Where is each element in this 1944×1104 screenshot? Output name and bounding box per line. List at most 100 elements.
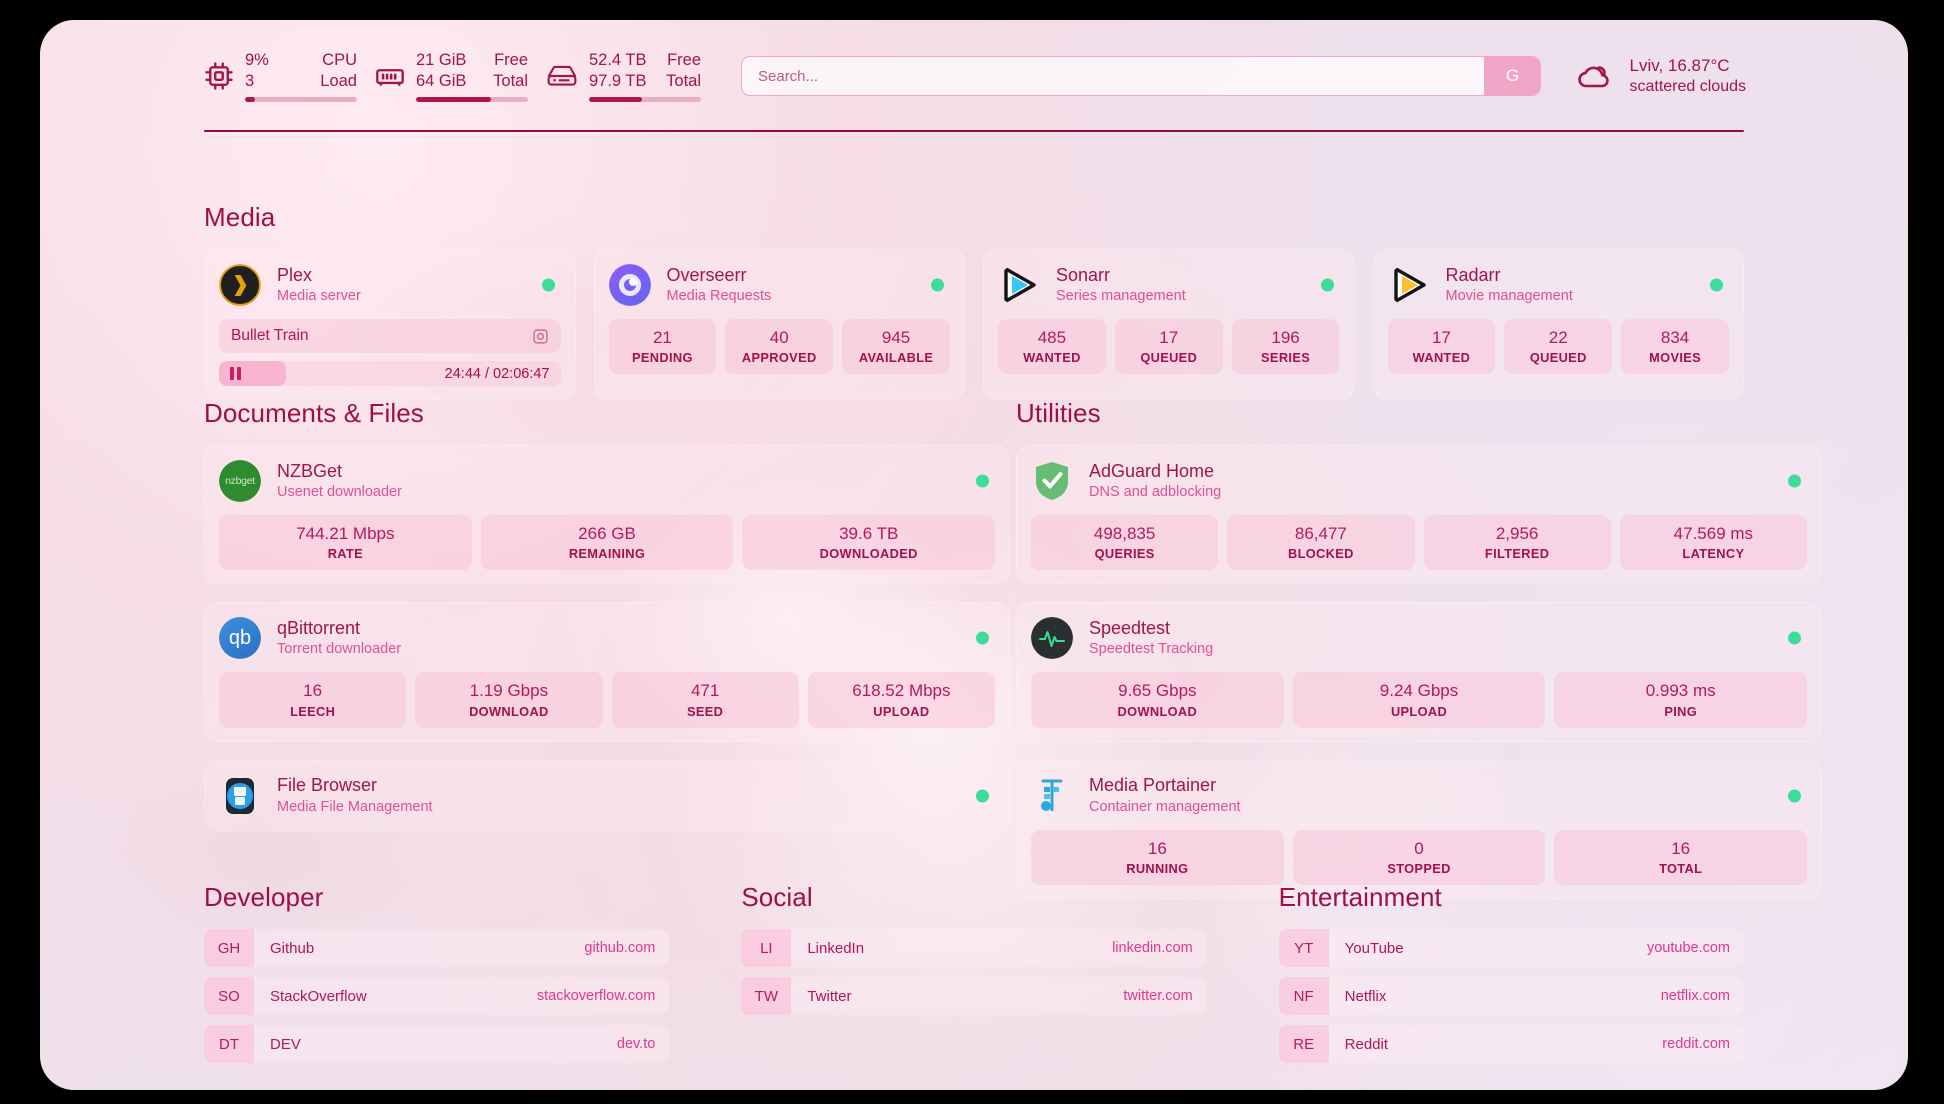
service-card-header: nzbget NZBGet Usenet downloader	[219, 460, 995, 502]
search-submit-button[interactable]: G	[1484, 57, 1541, 95]
service-card-header: Sonarr Series management	[998, 264, 1340, 306]
stat-value: 40	[769, 328, 789, 347]
stat-tile: 39.6 TB DOWNLOADED	[742, 515, 996, 571]
section-title-utilities: Utilities	[1016, 398, 1101, 428]
bookmark-item[interactable]: LI LinkedIn linkedin.com	[741, 929, 1207, 967]
stat-tile: 21 PENDING	[608, 319, 717, 375]
bookmark-group-title: Entertainment	[1278, 882, 1442, 912]
service-description: Media File Management	[277, 798, 433, 815]
status-indicator-dot	[976, 789, 989, 802]
resource-progress-bar	[245, 96, 357, 102]
stat-label: RUNNING	[1126, 860, 1189, 876]
service-card-header: Media Portainer Container management	[1031, 775, 1807, 817]
bookmark-list: GH Github github.com SO StackOverflow st…	[204, 929, 670, 1063]
bookmark-item[interactable]: DT DEV dev.to	[204, 1025, 670, 1063]
service-card[interactable]: nzbget NZBGet Usenet downloader 744.21 M…	[204, 445, 1010, 585]
stat-label: QUEUED	[1529, 350, 1587, 366]
stat-label: UPLOAD	[1390, 703, 1448, 719]
stat-tile: 2,956 FILTERED	[1423, 515, 1611, 571]
service-name: Radarr	[1445, 264, 1501, 285]
bookmark-url: github.com	[584, 940, 656, 956]
adguard-icon	[1031, 460, 1073, 502]
stat-label: PENDING	[632, 350, 693, 366]
stat-tile: 9.24 Gbps UPLOAD	[1292, 672, 1546, 728]
service-name: Overseerr	[666, 264, 747, 285]
bookmark-url: twitter.com	[1123, 988, 1193, 1004]
service-card[interactable]: Radarr Movie management 17 WANTED 22 QUE…	[1372, 249, 1744, 400]
service-card[interactable]: Overseerr Media Requests 21 PENDING 40 A…	[593, 249, 965, 400]
plex-icon	[219, 264, 261, 306]
utilities-section: Utilities AdGuard Home DNS and adblockin…	[1016, 398, 1822, 899]
bookmark-item[interactable]: SO StackOverflow stackoverflow.com	[204, 977, 670, 1015]
section-title-documents: Documents & Files	[204, 398, 424, 428]
utilities-card-list: AdGuard Home DNS and adblocking 498,835 …	[1016, 445, 1822, 899]
stat-tile: 945 AVAILABLE	[842, 319, 950, 375]
playback-time: 24:44 / 02:06:47	[444, 365, 550, 382]
stat-label: WANTED	[1023, 350, 1081, 366]
stat-tile: 485 WANTED	[998, 319, 1106, 375]
service-stats: 16 LEECH 1.19 Gbps DOWNLOAD 471 SEED 618…	[219, 672, 995, 728]
header-divider	[204, 130, 1744, 133]
bookmark-item[interactable]: GH Github github.com	[204, 929, 670, 967]
sonarr-icon	[998, 264, 1040, 306]
bookmark-abbr: YT	[1278, 929, 1329, 967]
stat-tile: 0 STOPPED	[1292, 829, 1546, 885]
resource-label-bottom: Total	[493, 72, 528, 90]
service-card-header: Speedtest Speedtest Tracking	[1031, 617, 1807, 660]
pause-icon[interactable]	[230, 367, 241, 380]
service-card-header: Radarr Movie management	[1388, 264, 1730, 306]
dashboard-window: 9% 3 CPU Load 21 GiB 64 GiB Free	[40, 20, 1908, 1090]
stat-label: WANTED	[1412, 350, 1471, 366]
service-name: AdGuard Home	[1089, 460, 1215, 481]
service-stats: 21 PENDING 40 APPROVED 945 AVAILABLE	[608, 319, 951, 375]
service-card[interactable]: AdGuard Home DNS and adblocking 498,835 …	[1016, 445, 1822, 585]
service-name: File Browser	[277, 775, 378, 795]
stat-tile: 17 QUEUED	[1114, 319, 1223, 375]
bookmark-abbr: LI	[741, 929, 792, 967]
service-card[interactable]: qb qBittorrent Torrent downloader 16 LEE…	[204, 602, 1010, 742]
service-description: Media Requests	[666, 288, 772, 305]
bookmark-url: reddit.com	[1662, 1036, 1730, 1052]
cpu-icon	[204, 61, 234, 91]
bookmark-item[interactable]: TW Twitter twitter.com	[741, 977, 1207, 1015]
bookmark-group-title: Developer	[204, 882, 324, 912]
service-card-header: Plex Media server	[219, 264, 561, 306]
stat-value: 2,956	[1495, 524, 1539, 543]
stat-label: REMAINING	[568, 546, 646, 562]
service-description: Speedtest Tracking	[1089, 641, 1214, 658]
bookmark-url: netflix.com	[1660, 988, 1730, 1004]
bookmark-item[interactable]: NF Netflix netflix.com	[1278, 977, 1744, 1015]
service-card[interactable]: File Browser Media File Management	[204, 759, 1010, 831]
stat-label: DOWNLOAD	[469, 703, 549, 719]
service-description: Movie management	[1445, 288, 1573, 305]
resource-label-bottom: Load	[320, 72, 357, 90]
service-card[interactable]: Speedtest Speedtest Tracking 9.65 Gbps D…	[1016, 602, 1822, 742]
search-input[interactable]	[742, 57, 1485, 95]
stat-label: TOTAL	[1659, 860, 1703, 876]
resource-value-top: 9%	[245, 51, 269, 70]
stat-value: 196	[1271, 328, 1300, 347]
playback-progress-bar[interactable]: 24:44 / 02:06:47	[219, 361, 561, 386]
resource-label-top: Free	[494, 51, 528, 70]
service-card[interactable]: Media Portainer Container management 16 …	[1016, 759, 1822, 899]
service-card[interactable]: Plex Media server Bullet Train 24:44 / 0…	[204, 249, 576, 400]
search-bar[interactable]: G	[741, 56, 1542, 96]
stat-label: RATE	[327, 546, 363, 562]
service-card[interactable]: Sonarr Series management 485 WANTED 17 Q…	[983, 249, 1355, 400]
bookmark-url: youtube.com	[1646, 940, 1730, 956]
stat-label: AVAILABLE	[858, 350, 934, 366]
speedtest-icon	[1031, 617, 1073, 660]
stat-label: MOVIES	[1649, 350, 1702, 366]
resource-value-bottom: 3	[245, 72, 255, 90]
disk-icon	[546, 63, 578, 89]
bookmark-item[interactable]: YT YouTube youtube.com	[1278, 929, 1744, 967]
cast-icon[interactable]	[532, 328, 549, 345]
service-description: Series management	[1056, 288, 1186, 305]
service-name: Media Portainer	[1089, 775, 1217, 795]
bookmark-name: Github	[270, 939, 315, 957]
bookmark-name: Netflix	[1344, 987, 1387, 1005]
resource-label-top: CPU	[322, 51, 357, 70]
stat-value: 22	[1548, 328, 1568, 347]
documents-section: Documents & Files nzbget NZBGet Usenet d…	[204, 398, 1010, 831]
bookmark-item[interactable]: RE Reddit reddit.com	[1278, 1025, 1744, 1063]
